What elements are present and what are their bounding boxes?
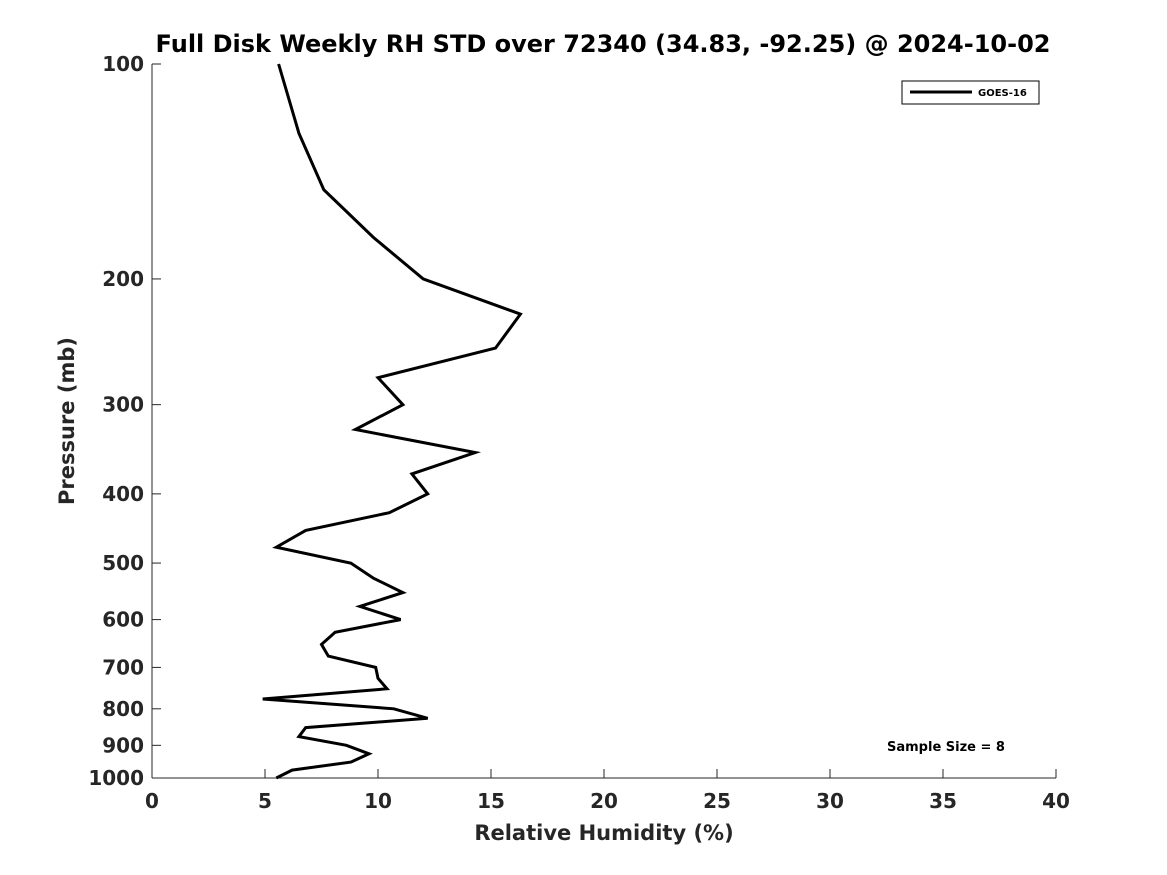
series-line-goes-16 (262, 63, 523, 780)
sample-size-annotation: Sample Size = 8 (887, 740, 1005, 755)
y-tick-label: 600 (102, 608, 144, 632)
x-ticks: 0 5 10 15 20 25 30 35 40 (145, 769, 1070, 813)
x-tick-label: 30 (816, 789, 844, 813)
x-tick-label: 35 (929, 789, 957, 813)
y-tick-label: 700 (102, 655, 144, 679)
chart-title: Full Disk Weekly RH STD over 72340 (34.8… (156, 30, 1051, 58)
y-tick-label: 400 (102, 482, 144, 506)
legend-entry-goes-16: GOES-16 (978, 88, 1027, 99)
x-tick-label: 5 (258, 789, 272, 813)
x-tick-label: 0 (145, 789, 159, 813)
y-tick-label: 800 (102, 697, 144, 721)
y-tick-label: 100 (102, 52, 144, 76)
y-ticks: 100 200 300 400 500 600 700 800 900 1000 (88, 52, 161, 790)
y-tick-label: 900 (102, 733, 144, 757)
x-tick-label: 40 (1042, 789, 1070, 813)
y-tick-label: 1000 (88, 766, 144, 790)
y-tick-label: 200 (102, 267, 144, 291)
y-tick-label: 500 (102, 551, 144, 575)
legend: GOES-16 (901, 80, 1040, 105)
x-tick-label: 10 (364, 789, 392, 813)
plot-area (152, 64, 1056, 778)
x-tick-label: 20 (590, 789, 618, 813)
x-tick-label: 15 (477, 789, 505, 813)
y-tick-label: 300 (102, 393, 144, 417)
x-tick-label: 25 (703, 789, 731, 813)
y-axis-label: Pressure (mb) (55, 337, 79, 505)
x-axis-label: Relative Humidity (%) (474, 821, 733, 845)
